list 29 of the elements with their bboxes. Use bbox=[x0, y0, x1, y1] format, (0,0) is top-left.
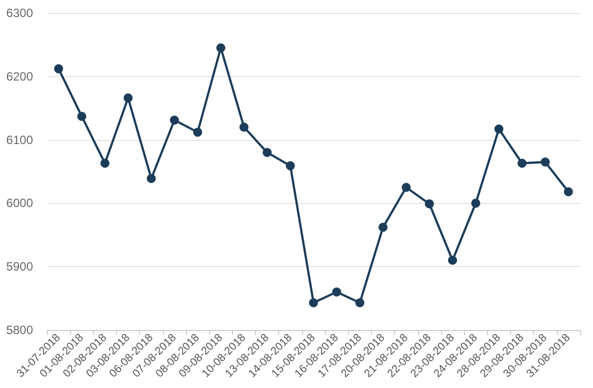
point bbox=[540, 157, 550, 166]
y-tick-label: 6000 bbox=[6, 196, 34, 210]
y-tick-label: 6300 bbox=[6, 6, 34, 20]
point bbox=[262, 148, 272, 157]
y-tick-label: 5900 bbox=[6, 260, 34, 274]
point bbox=[518, 158, 527, 168]
point bbox=[54, 64, 64, 74]
point bbox=[193, 128, 202, 137]
point bbox=[424, 199, 434, 208]
point bbox=[100, 158, 110, 168]
point bbox=[471, 198, 480, 208]
point bbox=[448, 256, 458, 265]
point bbox=[355, 298, 364, 308]
point bbox=[402, 182, 411, 192]
point bbox=[494, 124, 504, 134]
point bbox=[564, 187, 573, 196]
y-tick-label: 6100 bbox=[6, 132, 34, 147]
point bbox=[124, 93, 133, 102]
point bbox=[309, 298, 318, 308]
point bbox=[286, 161, 295, 170]
point bbox=[77, 112, 86, 121]
point bbox=[332, 287, 342, 296]
point bbox=[216, 43, 226, 52]
point bbox=[146, 174, 156, 183]
point bbox=[239, 122, 248, 132]
y-tick-label: 5800 bbox=[6, 323, 34, 337]
point bbox=[170, 116, 179, 125]
point bbox=[378, 222, 388, 232]
y-tick-label: 6200 bbox=[6, 69, 34, 84]
